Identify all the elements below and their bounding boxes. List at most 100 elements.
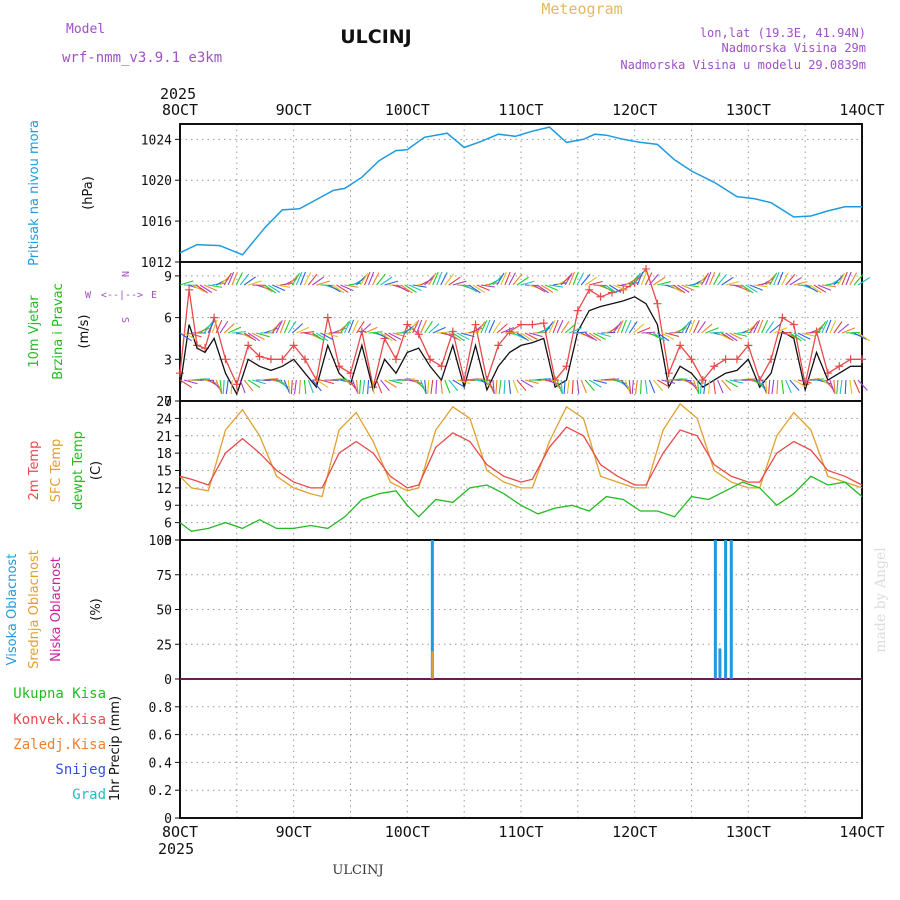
wind-vector xyxy=(432,326,446,334)
wind-vector xyxy=(247,332,261,342)
wind-vector xyxy=(452,332,465,342)
wind-vector xyxy=(520,379,534,388)
wind-vector xyxy=(753,284,768,288)
y-axis-label: Srednja Oblacnost xyxy=(27,550,42,669)
y-tick-label: 1012 xyxy=(141,256,172,271)
wind-vector xyxy=(448,276,461,286)
wind-vector xyxy=(632,272,641,286)
wind-vector xyxy=(857,277,871,286)
compass-e: E xyxy=(151,290,157,301)
wind-vector xyxy=(813,284,827,293)
gust-marker xyxy=(437,362,446,371)
y-tick-label: 18 xyxy=(156,447,172,462)
y-tick-label: 3 xyxy=(164,353,172,368)
wind-vector xyxy=(688,319,696,334)
wind-vector xyxy=(749,321,759,334)
wind-vector xyxy=(456,284,471,287)
wind-vector xyxy=(316,332,329,342)
wind-vector xyxy=(460,332,475,338)
wind-vector xyxy=(400,378,415,381)
wind-vector xyxy=(496,323,508,334)
wind-vector xyxy=(448,379,459,392)
y-axis-label: (%) xyxy=(89,598,104,621)
wind-vector xyxy=(729,332,743,340)
wind-vector xyxy=(219,320,229,334)
wind-vector xyxy=(287,379,291,394)
wind-vector xyxy=(536,284,549,294)
wind-vector xyxy=(701,272,710,286)
x-tick-label-bottom: 14OCT xyxy=(839,823,884,841)
wind-vector xyxy=(440,379,443,394)
wind-vector xyxy=(628,274,640,286)
wind-vector xyxy=(777,331,792,334)
wind-vector xyxy=(400,284,413,294)
wind-vector xyxy=(312,332,325,342)
wind-vector xyxy=(243,332,257,342)
wind-vector xyxy=(520,280,535,286)
series-line-wind xyxy=(179,267,862,388)
wind-vector xyxy=(295,271,303,286)
wind-vector xyxy=(701,323,713,334)
gust-marker xyxy=(653,299,662,308)
gust-marker xyxy=(778,313,787,322)
wind-vector xyxy=(211,319,218,334)
wind-vector xyxy=(287,320,297,334)
wind-vector xyxy=(709,271,716,286)
wind-vector xyxy=(709,331,724,334)
wind-vector xyxy=(793,379,807,388)
wind-vector xyxy=(291,272,301,286)
wind-vector xyxy=(368,271,375,286)
x-tick-label-bottom: 13OCT xyxy=(726,823,771,841)
wind-vector xyxy=(644,379,648,394)
wind-vector xyxy=(456,379,471,385)
wind-vector xyxy=(661,379,676,384)
y-tick-label: 0 xyxy=(164,395,172,410)
wind-vector xyxy=(653,276,666,286)
x-tick-label-top: 9OCT xyxy=(276,101,312,119)
wind-vector xyxy=(251,332,265,341)
gust-marker xyxy=(710,362,719,371)
wind-vector xyxy=(179,280,194,286)
wind-vector xyxy=(183,379,198,385)
wind-vector xyxy=(713,379,716,394)
wind-vector xyxy=(797,379,812,384)
y-tick-label: 12 xyxy=(156,482,172,497)
wind-vector xyxy=(556,320,564,334)
wind-vector xyxy=(500,326,515,334)
wind-vector xyxy=(639,379,642,395)
wind-vector xyxy=(512,379,519,394)
y-tick-label: 27 xyxy=(156,395,172,410)
wind-vector xyxy=(637,327,651,334)
wind-vector xyxy=(524,379,539,384)
wind-vector xyxy=(528,332,543,338)
wind-vector xyxy=(364,326,378,334)
wind-vector xyxy=(829,379,836,394)
gust-marker xyxy=(426,355,435,364)
y-axis-label: Brzina i Pravac xyxy=(51,283,66,380)
wind-vector xyxy=(560,321,570,334)
wind-vector xyxy=(648,273,659,286)
wind-vector xyxy=(673,284,686,294)
wind-vector xyxy=(504,331,519,334)
station-title: ULCINJ xyxy=(340,26,412,48)
wind-vector xyxy=(364,271,371,286)
wind-vector xyxy=(187,332,202,338)
x-tick-label-top: 14OCT xyxy=(839,101,884,119)
gust-marker xyxy=(642,264,651,273)
wind-vector xyxy=(537,378,552,381)
wind-vector xyxy=(275,320,283,334)
wind-vector xyxy=(801,332,816,337)
wind-vector xyxy=(247,379,261,388)
wind-vector xyxy=(376,379,383,394)
y-axis-label: 10m Vjetar xyxy=(27,295,42,368)
cloud-bar-high xyxy=(724,540,728,679)
lonlat-text: lon,lat (19.3E, 41.94N) xyxy=(700,26,866,40)
y-tick-label: 1020 xyxy=(141,174,172,189)
wind-vector xyxy=(572,271,579,286)
wind-vector xyxy=(725,280,740,286)
wind-vector xyxy=(412,284,427,288)
wind-vector xyxy=(452,379,466,388)
wind-vector xyxy=(673,378,688,381)
wind-vector xyxy=(303,379,307,394)
wind-vector xyxy=(488,379,495,394)
